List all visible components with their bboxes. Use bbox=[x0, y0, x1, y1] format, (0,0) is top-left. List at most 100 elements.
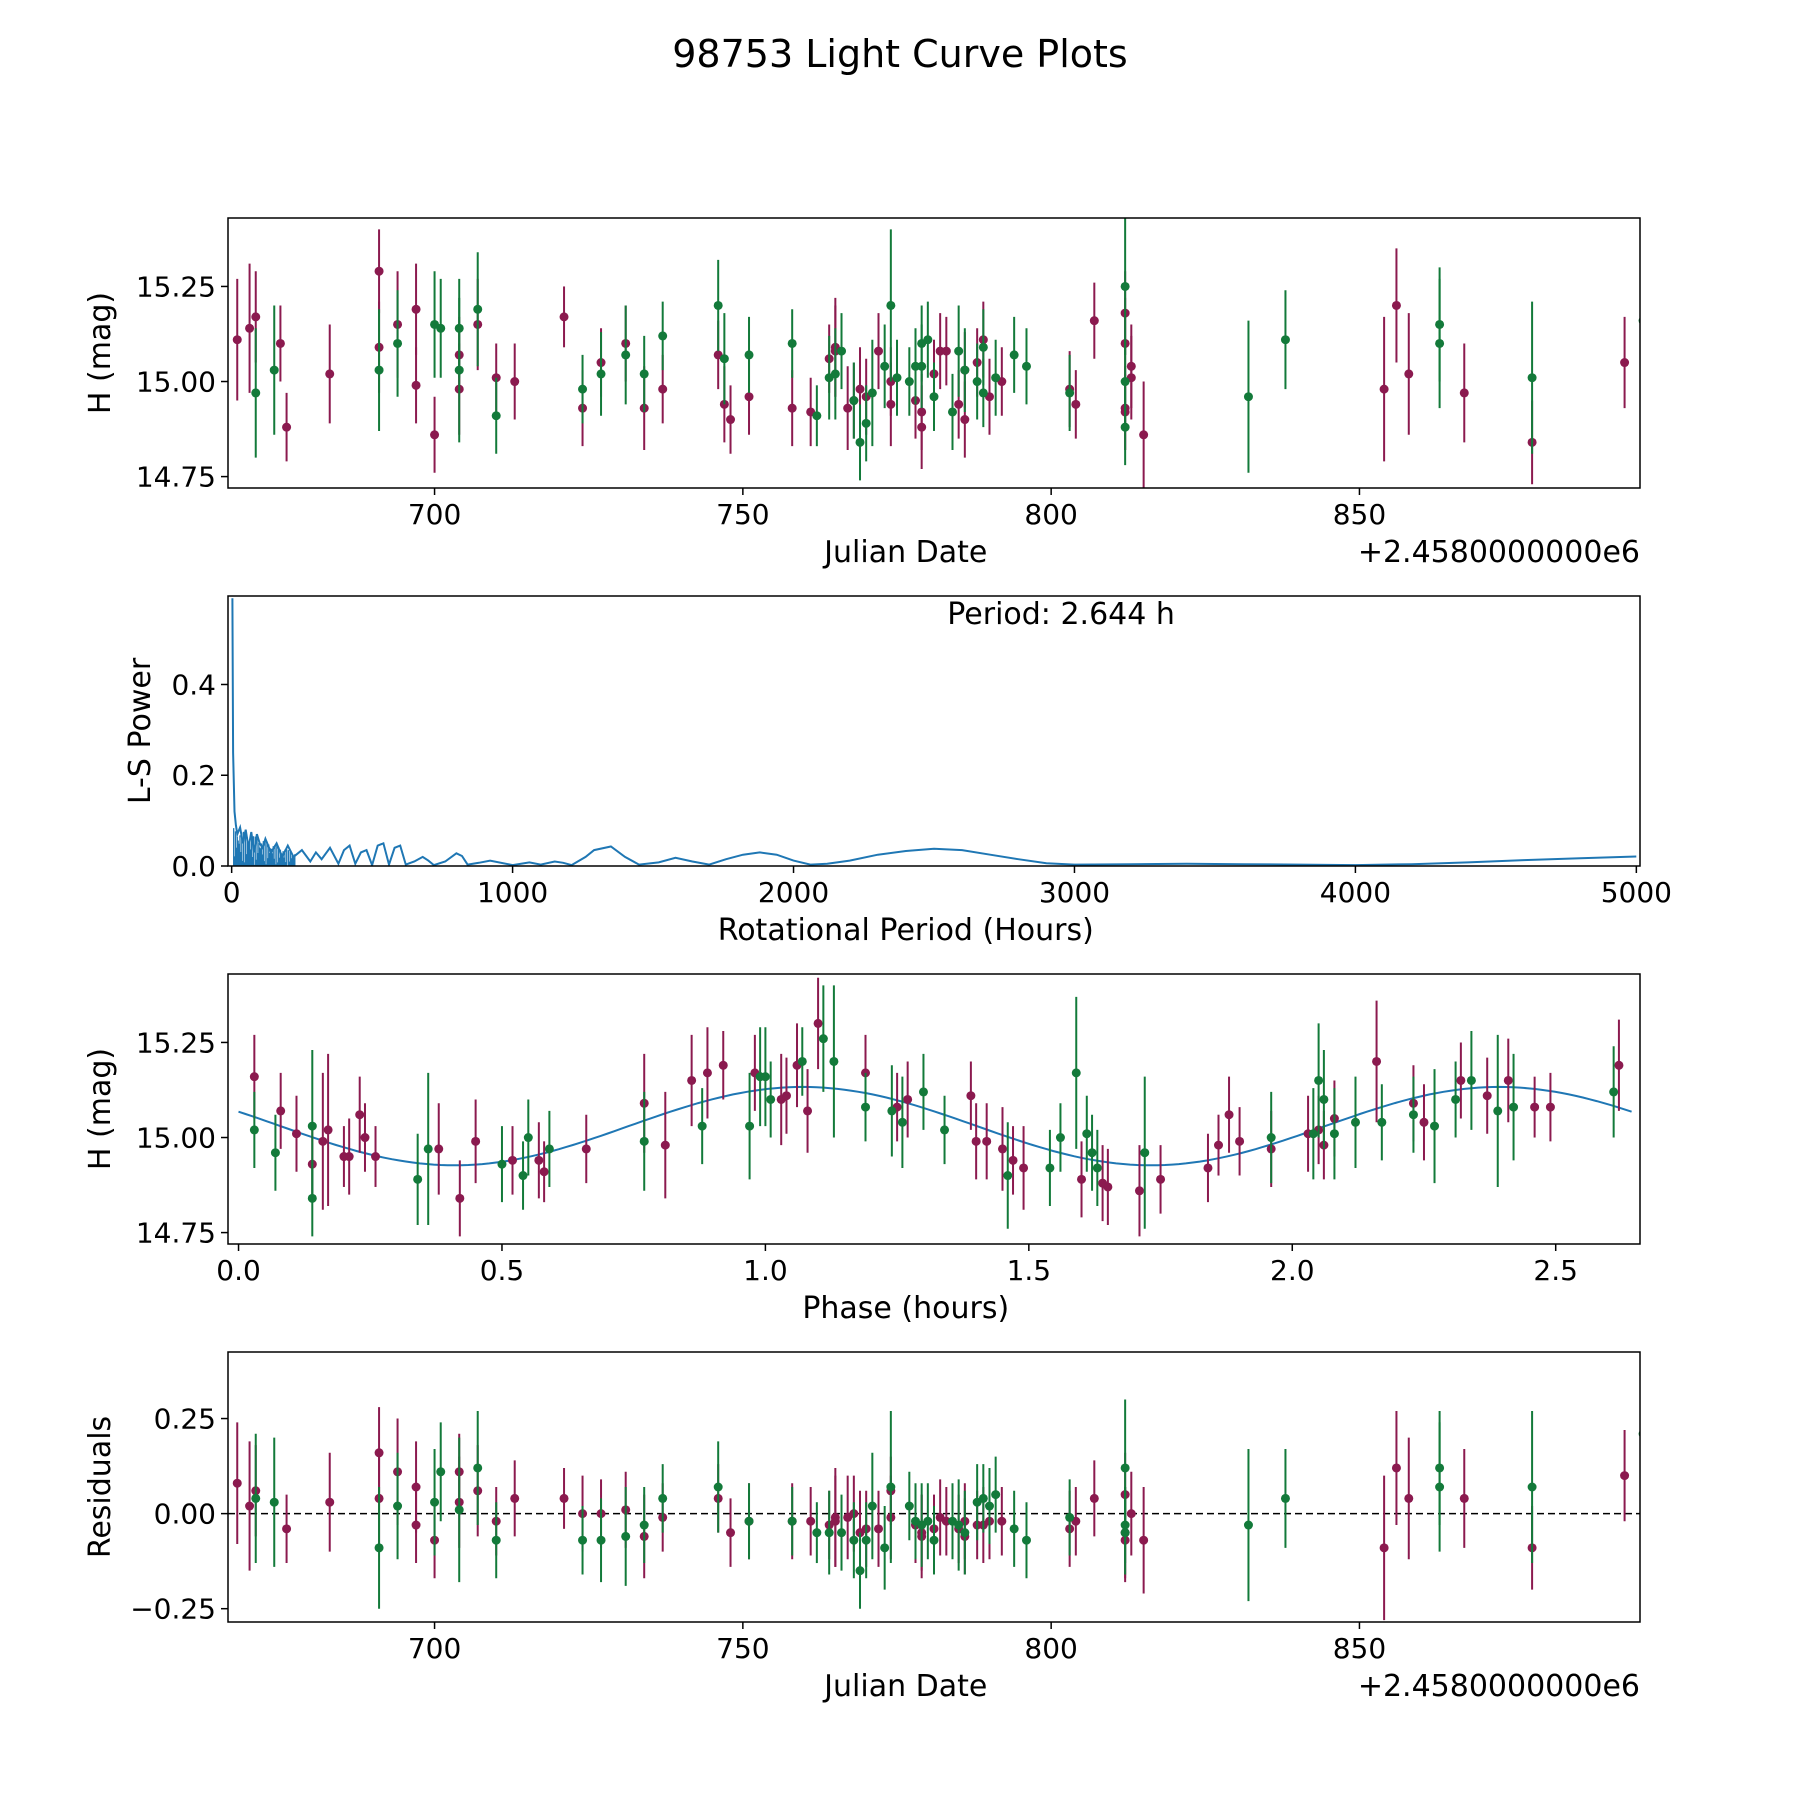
data-point bbox=[923, 1516, 933, 1526]
data-point bbox=[249, 1125, 259, 1135]
data-point bbox=[787, 403, 797, 413]
data-point bbox=[718, 1060, 728, 1070]
data-point bbox=[621, 1531, 631, 1541]
data-point bbox=[454, 1505, 464, 1515]
x-tick-label: 850 bbox=[1333, 498, 1386, 531]
data-point bbox=[947, 407, 957, 417]
data-point bbox=[1435, 1482, 1445, 1492]
axes-frame bbox=[227, 217, 1641, 489]
data-point bbox=[430, 1497, 440, 1507]
data-point bbox=[991, 373, 1001, 383]
data-point bbox=[812, 1528, 822, 1538]
data-point bbox=[491, 1535, 501, 1545]
x-tick-label: 750 bbox=[716, 498, 769, 531]
data-point bbox=[1008, 1155, 1018, 1165]
data-point bbox=[1459, 388, 1469, 398]
data-point bbox=[1503, 1075, 1513, 1085]
data-point bbox=[1087, 1148, 1097, 1158]
data-point bbox=[276, 1106, 286, 1116]
data-point bbox=[413, 1174, 423, 1184]
data-point bbox=[355, 1110, 365, 1120]
fit-curve bbox=[238, 1085, 1632, 1167]
data-point bbox=[1089, 316, 1099, 326]
y-tick-label: 0.25 bbox=[154, 1403, 216, 1436]
data-point bbox=[269, 365, 279, 375]
y-tick-label: 15.00 bbox=[136, 1122, 216, 1155]
data-point bbox=[1019, 1163, 1029, 1173]
data-point bbox=[874, 1524, 884, 1534]
data-point bbox=[455, 1193, 465, 1203]
data-point bbox=[1071, 399, 1081, 409]
x-tick-label: 2000 bbox=[758, 876, 829, 909]
data-point bbox=[1065, 1512, 1075, 1522]
panel-residuals: 700 750 800 850 −0.25 0.00 0.25 Julian Date Resi… bbox=[83, 1351, 1641, 1704]
data-point bbox=[1350, 1117, 1360, 1127]
data-point bbox=[497, 1159, 507, 1169]
data-point bbox=[1379, 384, 1389, 394]
figure-title: 98753 Light Curve Plots bbox=[672, 32, 1127, 76]
axes-frame bbox=[227, 1351, 1641, 1623]
y-axis-label: H (mag) bbox=[83, 1048, 118, 1170]
data-point bbox=[960, 415, 970, 425]
y-tick-label: 15.25 bbox=[136, 270, 216, 303]
data-point bbox=[903, 1094, 913, 1104]
x-axis-label: Julian Date bbox=[822, 1669, 987, 1704]
data-point bbox=[454, 365, 464, 375]
data-point bbox=[837, 1528, 847, 1538]
data-point bbox=[1120, 281, 1130, 291]
data-point bbox=[1527, 1482, 1537, 1492]
data-point bbox=[781, 1091, 791, 1101]
data-point bbox=[766, 1094, 776, 1104]
data-point bbox=[991, 1490, 1001, 1500]
data-point bbox=[843, 403, 853, 413]
data-point bbox=[1329, 1129, 1339, 1139]
data-point bbox=[1419, 1117, 1429, 1127]
x-tick-label: 1.0 bbox=[743, 1254, 788, 1287]
data-point bbox=[1280, 1493, 1290, 1503]
data-point bbox=[744, 350, 754, 360]
data-point bbox=[251, 312, 261, 322]
data-point bbox=[892, 373, 902, 383]
y-axis-label: Residuals bbox=[83, 1416, 118, 1558]
data-point bbox=[1203, 1163, 1213, 1173]
x-tick-label: 750 bbox=[716, 1632, 769, 1665]
data-point bbox=[411, 380, 421, 390]
data-point bbox=[639, 369, 649, 379]
axes-frame bbox=[227, 595, 1641, 867]
data-point bbox=[1103, 1182, 1113, 1192]
data-point bbox=[897, 1117, 907, 1127]
data-point bbox=[360, 1133, 370, 1143]
data-point bbox=[270, 1148, 280, 1158]
data-point bbox=[713, 1482, 723, 1492]
data-point bbox=[1009, 1524, 1019, 1534]
data-point bbox=[880, 1543, 890, 1553]
data-point bbox=[374, 266, 384, 276]
data-point bbox=[508, 1155, 518, 1165]
data-point bbox=[559, 1493, 569, 1503]
x-axis-label: Phase (hours) bbox=[802, 1291, 1009, 1326]
data-point bbox=[787, 1516, 797, 1526]
data-point bbox=[687, 1075, 697, 1085]
data-point bbox=[282, 422, 292, 432]
x-offset-text: +2.4580000000e6 bbox=[1358, 1669, 1640, 1704]
data-point bbox=[837, 346, 847, 356]
data-point bbox=[886, 300, 896, 310]
data-layer bbox=[238, 977, 1632, 1237]
data-point bbox=[929, 392, 939, 402]
data-point bbox=[861, 418, 871, 428]
data-point bbox=[935, 346, 945, 356]
data-point bbox=[978, 342, 988, 352]
data-point bbox=[639, 1520, 649, 1530]
data-point bbox=[1459, 1493, 1469, 1503]
data-point bbox=[1126, 361, 1136, 371]
data-point bbox=[232, 335, 242, 345]
data-point bbox=[393, 1501, 403, 1511]
x-offset-text: +2.4580000000e6 bbox=[1358, 535, 1640, 570]
data-point bbox=[1314, 1075, 1324, 1085]
data-point bbox=[658, 384, 668, 394]
data-point bbox=[997, 1516, 1007, 1526]
data-point bbox=[621, 350, 631, 360]
data-point bbox=[559, 312, 569, 322]
data-point bbox=[374, 1543, 384, 1553]
data-point bbox=[787, 338, 797, 348]
